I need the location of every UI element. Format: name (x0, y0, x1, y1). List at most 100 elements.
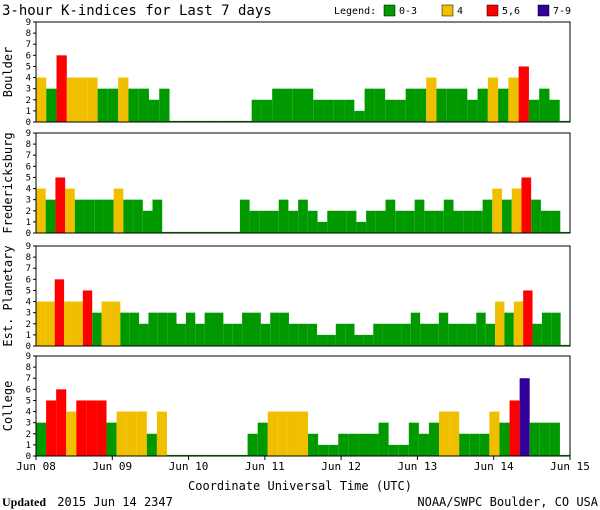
k-index-bar (179, 120, 191, 122)
k-index-bar (539, 88, 550, 122)
y-tick-label: 2 (26, 207, 31, 217)
k-index-bar (251, 99, 262, 122)
k-index-bar (201, 231, 211, 233)
k-index-bar (288, 210, 299, 233)
panel-frame (35, 132, 571, 234)
k-index-bar (120, 312, 130, 346)
k-index-bar (420, 323, 430, 346)
k-index-bar (508, 77, 519, 122)
k-index-bar (103, 199, 114, 233)
k-index-bar (539, 422, 550, 456)
k-index-bar (123, 199, 134, 233)
y-tick-label: 0 (26, 118, 31, 128)
panel-frame (35, 245, 571, 347)
k-index-bar (373, 323, 383, 346)
legend: 0-3 4 5,6 7-9 (383, 4, 571, 17)
k-index-bar (498, 88, 509, 122)
k-index-bar (418, 433, 429, 456)
k-index-bar (307, 323, 318, 346)
k-index-bar (502, 199, 512, 233)
k-index-bar (540, 210, 551, 233)
k-index-bar (207, 454, 218, 456)
k-index-bar (56, 389, 67, 456)
footer-credit: NOAA/SWPC Boulder, CO USA (417, 495, 598, 509)
k-index-bar (64, 301, 74, 346)
y-tick-label: 1 (26, 107, 31, 117)
k-index-bar (136, 411, 147, 456)
k-index-bar (270, 312, 280, 346)
k-index-bar (278, 199, 289, 233)
k-index-bar (191, 231, 202, 233)
k-index-bar (247, 433, 258, 456)
k-index-bar (54, 279, 65, 346)
y-tick-label: 7 (26, 40, 31, 50)
x-tick-label: Jun 09 (92, 460, 132, 473)
k-index-bar (482, 199, 493, 233)
k-index-bar (395, 210, 405, 233)
k-index-bar (36, 301, 46, 346)
k-index-bar (358, 433, 369, 456)
k-index-bar (210, 231, 221, 233)
k-index-bar (344, 99, 355, 122)
k-index-bar (436, 88, 447, 122)
y-tick-label: 6 (26, 162, 31, 172)
k-index-bar (279, 312, 289, 346)
k-index-bar (415, 88, 427, 122)
k-index-bar (156, 411, 167, 456)
legend-swatch (486, 4, 499, 17)
k-index-bar (326, 334, 336, 346)
k-index-bar (87, 77, 98, 122)
y-tick-label: 9 (26, 242, 31, 252)
k-index-bar (487, 77, 499, 122)
k-index-bar (297, 411, 309, 456)
k-index-bar (509, 400, 520, 456)
k-index-bar (36, 77, 47, 122)
k-index-bar (86, 400, 97, 456)
x-tick-label: Jun 08 (16, 460, 56, 473)
x-tick-label: Jun 15 (550, 460, 590, 473)
k-index-bar (511, 188, 522, 233)
k-index-bar (167, 312, 177, 346)
k-index-bar (287, 411, 298, 456)
k-index-bar (220, 120, 232, 122)
k-index-bar (479, 433, 490, 456)
k-index-bar (152, 199, 163, 233)
k-index-bar (388, 444, 399, 456)
k-index-bar (549, 99, 560, 122)
k-index-bar (138, 88, 149, 122)
k-index-bar (457, 88, 468, 122)
legend-label: 4 (457, 6, 463, 17)
k-index-bar (374, 88, 386, 122)
k-index-bar (204, 312, 214, 346)
k-index-bar (65, 188, 75, 233)
k-index-bar (338, 433, 349, 456)
y-tick-label: 8 (26, 253, 31, 263)
k-index-bar (282, 88, 293, 122)
k-index-bar (210, 120, 221, 122)
k-index-bar (197, 454, 208, 456)
k-index-bar (363, 334, 374, 346)
y-tick-label: 4 (26, 185, 31, 195)
k-index-bar (560, 344, 570, 346)
k-index-bar (308, 433, 319, 456)
k-index-bar (45, 199, 56, 233)
x-tick-label: Jun 10 (169, 460, 209, 473)
k-index-bar (328, 444, 339, 456)
k-index-bar (169, 120, 180, 122)
k-index-bar (96, 400, 107, 456)
k-index-bar (313, 99, 324, 122)
k-index-bar (385, 99, 396, 122)
footer-updated-label: Updated (2, 495, 46, 509)
k-index-bar (528, 99, 540, 122)
k-index-bar (46, 400, 57, 456)
k-index-bar (428, 422, 440, 456)
k-index-bar (424, 210, 435, 233)
y-tick-label: 6 (26, 275, 31, 285)
x-tick-label: Jun 14 (474, 460, 514, 473)
k-index-bar (368, 433, 379, 456)
panel-label: College (1, 381, 15, 432)
k-index-bar (518, 66, 529, 122)
k-index-bar (231, 120, 242, 122)
